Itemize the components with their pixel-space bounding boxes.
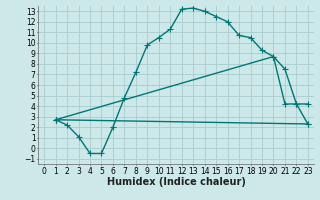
X-axis label: Humidex (Indice chaleur): Humidex (Indice chaleur) (107, 177, 245, 187)
